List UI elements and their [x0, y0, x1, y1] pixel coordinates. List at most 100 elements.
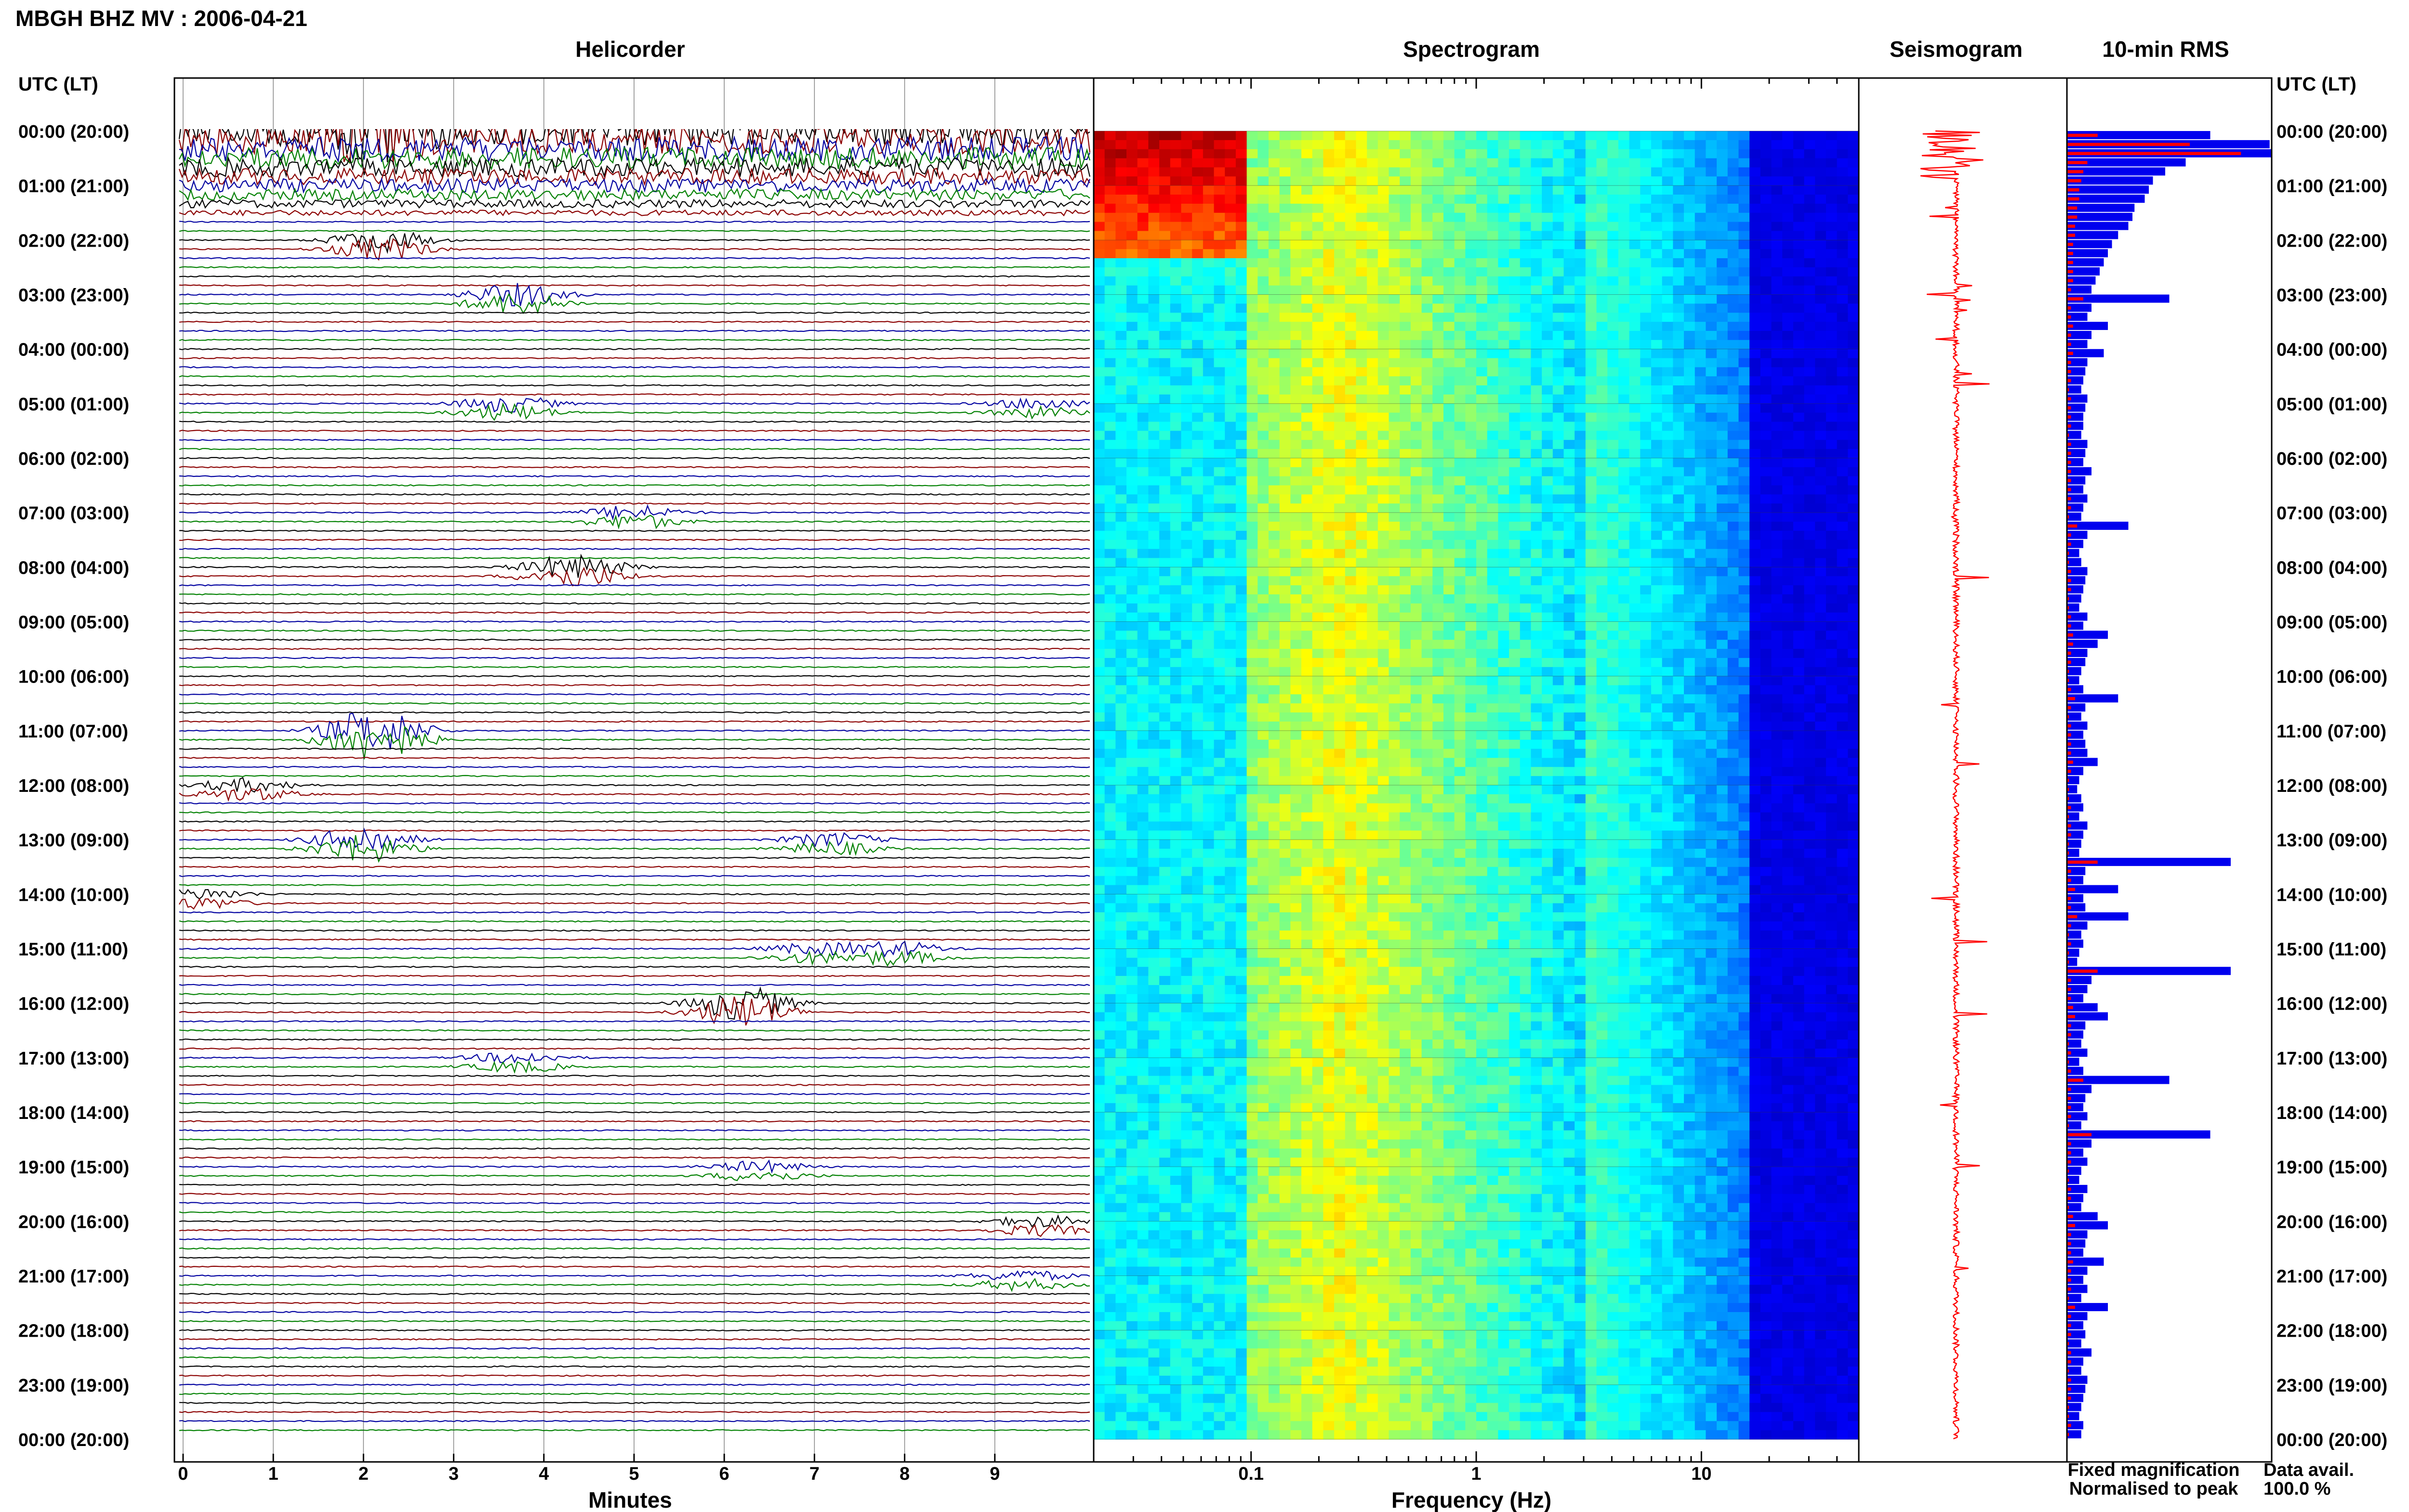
helicorder-trace-line [179, 529, 1090, 532]
rms-bar-fixed [2067, 803, 2083, 812]
rms-bar-fixed [2067, 821, 2088, 830]
helicorder-trace-line [179, 1320, 1090, 1323]
helicorder-trace-line [179, 1092, 1090, 1095]
rms-bar-normalised [2067, 788, 2069, 791]
hour-label: 12:00 (08:00) [2277, 776, 2387, 796]
rms-bar-fixed [2067, 1312, 2088, 1320]
hour-label: 14:00 (10:00) [18, 885, 129, 905]
rms-bar-fixed [2067, 1076, 2170, 1084]
rms-bar-normalised [2067, 424, 2071, 428]
hour-label: 07:00 (03:00) [18, 503, 129, 524]
rms-bar-normalised [2067, 1215, 2073, 1218]
helicorder-trace-line [179, 638, 1090, 641]
rms-bar-fixed [2067, 285, 2091, 294]
rms-bar-fixed [2067, 912, 2129, 921]
rms-bar-normalised [2067, 1333, 2071, 1336]
rms-bar-normalised [2067, 1296, 2069, 1300]
rms-bar-normalised [2067, 1415, 2069, 1418]
rms-bar-normalised [2067, 670, 2069, 673]
data-availability-value: 100.0 % [2263, 1479, 2330, 1499]
helicorder-header: Helicorder [575, 37, 685, 62]
rms-bar-normalised [2067, 524, 2078, 528]
helicorder-trace-line [179, 156, 1091, 179]
helicorder-trace-line [179, 1075, 1090, 1077]
helicorder-trace-line [179, 602, 1090, 605]
rms-bar-fixed [2067, 585, 2083, 594]
rms-bar-fixed [2067, 503, 2083, 512]
rms-bar-normalised [2067, 824, 2071, 828]
rms-bar-fixed [2067, 1266, 2088, 1275]
helicorder-trace-line [179, 593, 1090, 596]
helicorder-trace-line [179, 820, 1090, 823]
rms-bar-normalised [2067, 206, 2078, 210]
rms-bar-normalised [2067, 815, 2069, 818]
hour-label: 18:00 (14:00) [18, 1103, 129, 1123]
rms-bar-normalised [2067, 906, 2071, 909]
rms-bar-normalised [2067, 188, 2079, 192]
helicorder-trace-line [179, 996, 1090, 1026]
rms-bar-normalised [2067, 869, 2071, 873]
legend-fixed-magnification: Fixed magnification [2068, 1460, 2240, 1480]
helicorder-trace-line [179, 889, 1090, 900]
rms-bar-fixed [2067, 1421, 2083, 1430]
rms-bar-normalised [2067, 152, 2241, 155]
hour-label: 00:00 (20:00) [2277, 1430, 2387, 1450]
rms-bar-normalised [2067, 1078, 2083, 1082]
helicorder-trace-line [179, 630, 1090, 632]
helicorder-trace-line [179, 1292, 1090, 1295]
hour-label: 01:00 (21:00) [2277, 176, 2387, 197]
rms-bar-normalised [2067, 924, 2071, 928]
hour-label: 22:00 (18:00) [2277, 1321, 2387, 1341]
hour-label: 20:00 (16:00) [2277, 1212, 2387, 1232]
helicorder-trace-line [179, 284, 1090, 287]
rms-bar-fixed [2067, 894, 2083, 903]
rms-bar-normalised [2067, 1042, 2069, 1046]
helicorder-trace-line [179, 257, 1090, 260]
rms-bar-normalised [2067, 497, 2071, 500]
rms-bar-fixed [2067, 185, 2149, 194]
rms-bar-normalised [2067, 715, 2069, 719]
helicorder-trace-line [179, 1311, 1090, 1314]
helicorder-trace-line [179, 1365, 1090, 1368]
rms-bar-normalised [2067, 688, 2071, 691]
hour-label: 21:00 (17:00) [2277, 1267, 2387, 1287]
helicorder-trace-line [179, 393, 1090, 396]
rms-bar-normalised [2067, 470, 2071, 473]
rms-bar-fixed [2067, 830, 2083, 839]
rms-bar-fixed [2067, 612, 2088, 621]
rms-bar-normalised [2067, 279, 2073, 283]
rms-bar-fixed [2067, 303, 2091, 312]
helicorder-trace-line [179, 1102, 1090, 1104]
rms-bar-normalised [2067, 479, 2071, 482]
rms-bar-normalised [2067, 896, 2071, 900]
rms-bar-normalised [2067, 1278, 2071, 1282]
hour-label: 15:00 (11:00) [2277, 940, 2386, 960]
rms-bar-fixed [2067, 276, 2096, 285]
rms-bar-normalised [2067, 697, 2075, 700]
rms-bar-normalised [2067, 133, 2098, 137]
axis-ticks: 0 1 2 3 4 5 6 7 8 9 0.1 1 10 [178, 78, 1860, 1484]
hour-label: 01:00 (21:00) [18, 176, 129, 197]
x-tick-label: 6 [719, 1464, 729, 1484]
rms-bar-fixed [2067, 1275, 2083, 1284]
rms-bar-normalised [2067, 1242, 2071, 1246]
hour-label: 10:00 (06:00) [2277, 667, 2387, 687]
hour-label: 16:00 (12:00) [18, 994, 129, 1014]
rms-bar-normalised [2067, 234, 2075, 237]
rms-bar-fixed [2067, 1384, 2086, 1393]
hour-label: 09:00 (05:00) [2277, 613, 2387, 633]
rms-bar-fixed [2067, 340, 2088, 348]
rms-bar-fixed [2067, 1148, 2083, 1157]
rms-bar-normalised [2067, 642, 2073, 646]
helicorder-trace-line [179, 611, 1090, 614]
rms-bar-normalised [2067, 751, 2071, 755]
x-tick-label: 4 [539, 1464, 549, 1484]
rms-bar-normalised [2067, 1342, 2069, 1345]
rms-bar-normalised [2067, 352, 2073, 355]
rms-bar-normalised [2067, 1360, 2071, 1364]
rms-bar-normalised [2067, 270, 2073, 274]
legend-normalised-to-peak: Normalised to peak [2069, 1479, 2238, 1499]
helicorder-trace-line [179, 504, 1090, 521]
helicorder-trace-line [179, 1060, 1090, 1074]
hour-labels-right: 00:00 (20:00) 01:00 (21:00) 02:00 (22:00) 0… [2277, 122, 2387, 1450]
